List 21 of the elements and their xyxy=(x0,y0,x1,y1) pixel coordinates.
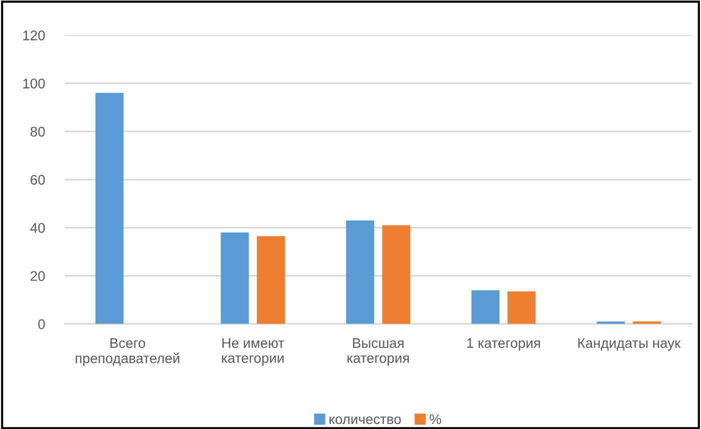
bar xyxy=(508,291,536,324)
y-tick-label: 20 xyxy=(30,271,45,281)
bar xyxy=(256,236,285,324)
bar xyxy=(95,92,124,324)
y-tick-label: 0 xyxy=(38,319,45,330)
y-tick-label: 60 xyxy=(30,174,45,185)
bar xyxy=(346,220,374,324)
y-tick-label: 100 xyxy=(23,78,45,88)
x-tick-label: Высшая категория xyxy=(348,338,409,366)
y-tick-label: 80 xyxy=(30,126,45,137)
bar xyxy=(220,232,249,324)
bar xyxy=(382,225,410,324)
x-tick-label: Не имеют категории xyxy=(222,338,284,366)
x-tick-label: 1 категория xyxy=(467,338,540,351)
legend-label: количество xyxy=(330,416,401,424)
x-tick-label: Кандидаты наук xyxy=(578,338,681,351)
legend-label: % xyxy=(430,414,442,424)
x-tick-label: Всего преподавателей xyxy=(76,338,180,366)
bar xyxy=(471,290,500,324)
y-tick-label: 40 xyxy=(30,222,45,233)
y-tick-label: 120 xyxy=(23,30,45,40)
